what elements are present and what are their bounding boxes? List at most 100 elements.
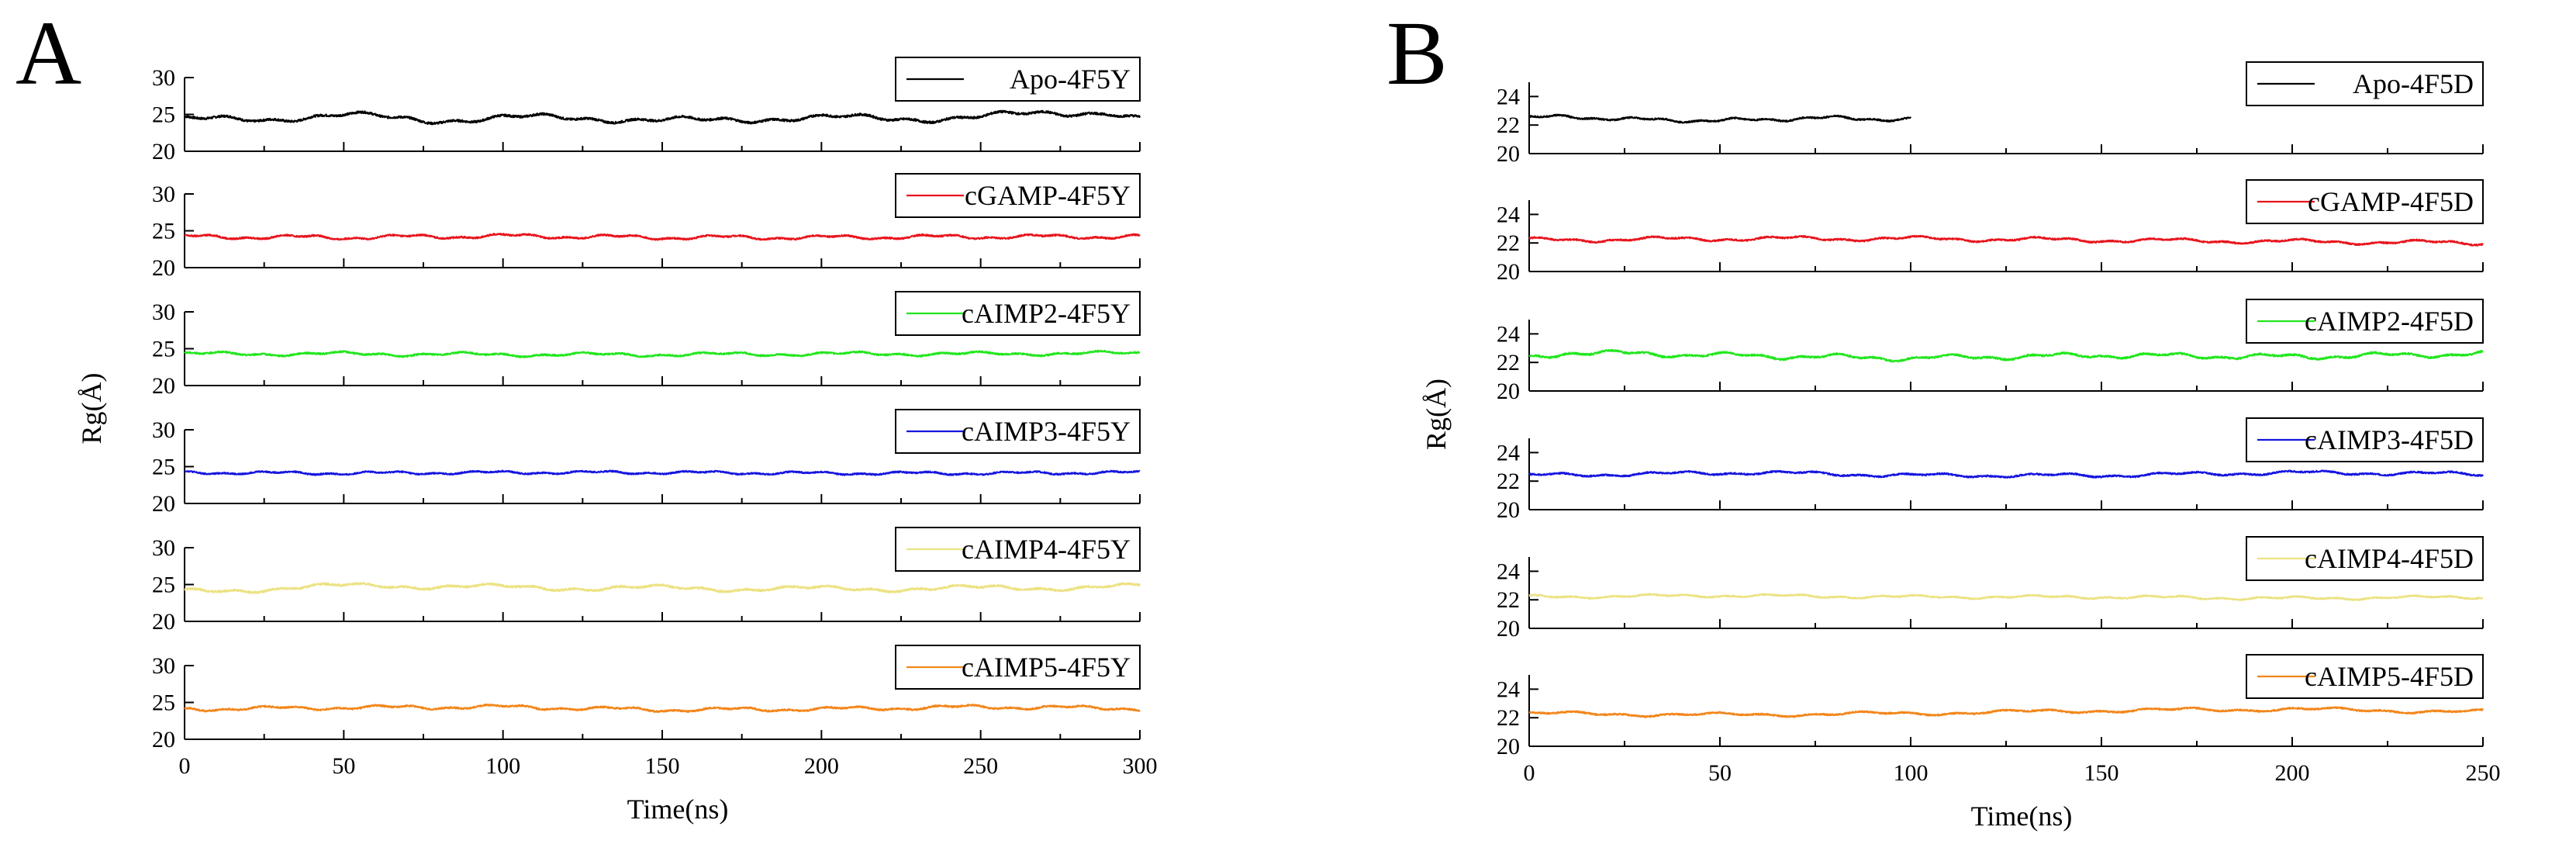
y-tick-label: 20 bbox=[1497, 497, 1520, 523]
y-tick-label: 30 bbox=[152, 65, 175, 91]
series-line bbox=[184, 703, 1141, 714]
y-tick-label: 24 bbox=[1497, 321, 1520, 347]
series-line bbox=[184, 109, 1141, 126]
x-tick-label: 50 bbox=[1708, 760, 1732, 786]
y-tick-label: 24 bbox=[1497, 202, 1520, 227]
legend: cAIMP5-4F5D bbox=[2246, 654, 2484, 699]
y-tick-label: 20 bbox=[152, 491, 175, 517]
y-tick-label: 25 bbox=[152, 455, 175, 480]
x-tick-label: 300 bbox=[1123, 753, 1158, 779]
y-tick-label: 22 bbox=[1497, 230, 1520, 256]
y-tick-label: 30 bbox=[152, 299, 175, 325]
subplot-Apo-4F5D: 20 22 24 Apo-4F5D bbox=[1497, 61, 2484, 167]
y-tick-label: 25 bbox=[152, 573, 175, 598]
y-tick-label: 20 bbox=[152, 609, 175, 635]
subplot-Apo-4F5Y: 20 25 30 Apo-4F5Y bbox=[152, 57, 1141, 164]
legend-label: cAIMP3-4F5D bbox=[2305, 424, 2474, 455]
subplot-cAIMP5-4F5D: 20 22 24 cAIMP5-4F5D bbox=[1497, 654, 2484, 759]
y-tick-label: 20 bbox=[1497, 734, 1520, 759]
y-tick-label: 20 bbox=[1497, 616, 1520, 642]
y-tick-label: 22 bbox=[1497, 350, 1520, 375]
series-line bbox=[1528, 113, 1911, 124]
legend-label: cAIMP4-4F5D bbox=[2305, 543, 2474, 574]
x-tick-label: 0 bbox=[179, 753, 191, 779]
subplot-cAIMP5-4F5Y: 20 25 30 cAIMP5-4F5Y bbox=[152, 645, 1141, 752]
series-line bbox=[1528, 348, 2484, 363]
y-tick-label: 25 bbox=[152, 337, 175, 362]
x-tick-label: 50 bbox=[332, 753, 355, 779]
series-line bbox=[1528, 234, 2484, 247]
series-line bbox=[184, 469, 1141, 476]
series-line bbox=[184, 232, 1141, 241]
panel-letter: B bbox=[1386, 2, 1448, 104]
y-tick-label: 20 bbox=[1497, 259, 1520, 285]
y-tick-label: 30 bbox=[152, 535, 175, 561]
x-tick-label: 100 bbox=[1894, 760, 1929, 786]
x-tick-label: 150 bbox=[2084, 760, 2119, 786]
y-tick-label: 20 bbox=[152, 373, 175, 399]
y-tick-label: 24 bbox=[1497, 440, 1520, 465]
series-line bbox=[1528, 469, 2484, 479]
series-line bbox=[1528, 593, 2484, 601]
subplot-cAIMP4-4F5Y: 20 25 30 cAIMP4-4F5Y bbox=[152, 527, 1141, 635]
y-tick-label: 30 bbox=[152, 417, 175, 443]
x-tick-label: 250 bbox=[963, 753, 998, 779]
series-line bbox=[184, 582, 1141, 594]
legend-label: cAIMP5-4F5D bbox=[2305, 661, 2474, 692]
legend-label: Apo-4F5D bbox=[2353, 68, 2474, 99]
y-tick-label: 20 bbox=[152, 255, 175, 281]
y-tick-label: 25 bbox=[152, 102, 175, 128]
y-tick-label: 25 bbox=[152, 690, 175, 716]
legend-box bbox=[895, 57, 1141, 102]
legend: Apo-4F5D bbox=[2246, 61, 2484, 106]
y-tick-label: 22 bbox=[1497, 112, 1520, 138]
y-axis-title: Rg(Å) bbox=[76, 373, 107, 445]
legend-label: Apo-4F5Y bbox=[1010, 64, 1131, 95]
panel-A: A 20 25 30 Apo-4F5Y 20 25 30 cGAMP-4F5Y 20 25 30 cAI… bbox=[16, 2, 1158, 825]
x-axis-title: Time(ns) bbox=[627, 794, 729, 825]
x-tick-label: 150 bbox=[645, 753, 680, 779]
legend-label: cAIMP3-4F5Y bbox=[962, 416, 1131, 447]
y-tick-label: 20 bbox=[1497, 141, 1520, 167]
legend: cAIMP2-4F5D bbox=[2246, 299, 2484, 344]
subplot-cAIMP4-4F5D: 20 22 24 cAIMP4-4F5D bbox=[1497, 536, 2484, 642]
y-tick-label: 22 bbox=[1497, 469, 1520, 494]
x-tick-label: 200 bbox=[2275, 760, 2310, 786]
panel-letter: A bbox=[16, 2, 81, 104]
legend-label: cAIMP2-4F5Y bbox=[962, 298, 1131, 329]
y-tick-label: 24 bbox=[1497, 676, 1520, 702]
legend-box bbox=[895, 409, 1141, 454]
y-tick-label: 30 bbox=[152, 653, 175, 679]
legend-label: cAIMP4-4F5Y bbox=[962, 534, 1131, 565]
legend-label: cGAMP-4F5D bbox=[2308, 186, 2474, 217]
legend: cGAMP-4F5D bbox=[2246, 179, 2484, 224]
x-tick-label: 250 bbox=[2466, 760, 2501, 786]
y-tick-label: 24 bbox=[1497, 84, 1520, 109]
y-tick-label: 22 bbox=[1497, 705, 1520, 731]
subplot-cGAMP-4F5Y: 20 25 30 cGAMP-4F5Y bbox=[152, 173, 1141, 281]
y-tick-label: 22 bbox=[1497, 587, 1520, 613]
legend-label: cAIMP5-4F5Y bbox=[962, 652, 1131, 683]
subplot-cGAMP-4F5D: 20 22 24 cGAMP-4F5D bbox=[1497, 179, 2484, 285]
subplot-cAIMP3-4F5Y: 20 25 30 cAIMP3-4F5Y bbox=[152, 409, 1141, 517]
x-tick-label: 0 bbox=[1524, 760, 1535, 786]
y-tick-label: 20 bbox=[152, 139, 175, 164]
legend: Apo-4F5Y bbox=[895, 57, 1141, 102]
legend: cAIMP4-4F5Y bbox=[895, 527, 1141, 572]
x-tick-label: 100 bbox=[485, 753, 520, 779]
y-tick-label: 20 bbox=[152, 727, 175, 752]
legend: cGAMP-4F5Y bbox=[895, 173, 1141, 218]
series-line bbox=[184, 349, 1141, 358]
y-tick-label: 20 bbox=[1497, 379, 1520, 404]
y-tick-label: 25 bbox=[152, 219, 175, 244]
legend: cAIMP3-4F5Y bbox=[895, 409, 1141, 454]
series-line bbox=[1528, 706, 2484, 718]
legend: cAIMP3-4F5D bbox=[2246, 417, 2484, 462]
legend: cAIMP5-4F5Y bbox=[895, 645, 1141, 690]
legend: cAIMP4-4F5D bbox=[2246, 536, 2484, 581]
legend-box bbox=[895, 645, 1141, 690]
legend-label: cGAMP-4F5Y bbox=[965, 180, 1131, 211]
y-tick-label: 24 bbox=[1497, 559, 1520, 584]
y-tick-label: 30 bbox=[152, 182, 175, 207]
